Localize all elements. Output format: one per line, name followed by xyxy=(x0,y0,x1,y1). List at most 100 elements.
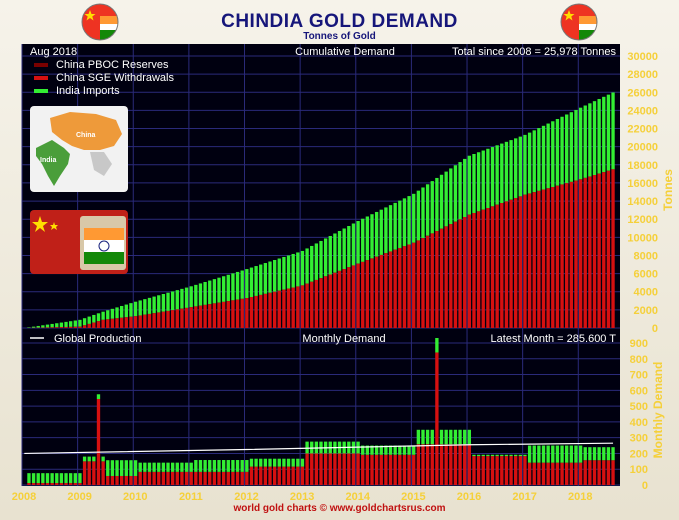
monthly-china-bar xyxy=(161,471,166,485)
cumulative-china-bar xyxy=(300,285,305,328)
cumulative-china-bar xyxy=(305,283,309,328)
cumulative-china-bar xyxy=(124,317,128,328)
cumulative-china-bar xyxy=(602,172,606,328)
cumulative-china-bar xyxy=(129,316,133,328)
monthly-india-bar xyxy=(430,429,434,445)
top-y-tick-label: 8000 xyxy=(634,250,658,262)
x-tick-label: 2011 xyxy=(179,491,203,503)
cumulative-india-bar xyxy=(328,235,332,275)
monthly-china-bar xyxy=(602,460,606,485)
cumulative-china-bar xyxy=(347,267,351,328)
monthly-india-bar xyxy=(124,460,128,476)
cumulative-india-bar xyxy=(486,148,490,209)
monthly-india-bar xyxy=(574,445,578,463)
cumulative-china-bar xyxy=(467,214,472,328)
monthly-india-bar xyxy=(476,454,481,457)
monthly-india-bar xyxy=(490,454,495,457)
bottom-y-tick-label: 600 xyxy=(630,385,648,397)
cumulative-china-bar xyxy=(184,307,189,328)
cumulative-india-bar xyxy=(170,291,175,311)
cumulative-india-bar xyxy=(64,321,68,327)
monthly-china-bar xyxy=(92,461,96,485)
monthly-india-bar xyxy=(546,445,550,463)
monthly-china-bar xyxy=(407,454,411,485)
cumulative-india-bar xyxy=(203,281,207,305)
cumulative-india-bar xyxy=(453,165,458,222)
monthly-china-bar xyxy=(458,444,462,485)
cumulative-india-bar xyxy=(337,230,342,271)
cumulative-india-bar xyxy=(272,260,277,292)
cumulative-india-bar xyxy=(45,324,50,328)
monthly-china-bar xyxy=(115,475,119,485)
cumulative-china-bar xyxy=(291,287,295,328)
cumulative-china-bar xyxy=(379,254,383,328)
monthly-india-bar xyxy=(82,456,87,462)
cumulative-china-bar xyxy=(486,208,490,328)
monthly-china-bar xyxy=(374,454,379,485)
monthly-china-bar xyxy=(217,471,221,485)
cumulative-china-bar xyxy=(259,294,263,328)
monthly-china-bar xyxy=(82,461,87,485)
monthly-india-bar xyxy=(69,473,73,484)
monthly-china-bar xyxy=(170,471,175,485)
top-y-tick-label: 0 xyxy=(652,323,658,335)
monthly-india-bar xyxy=(36,473,40,484)
monthly-china-bar xyxy=(73,483,77,485)
cumulative-india-bar xyxy=(509,140,513,200)
monthly-china-bar xyxy=(565,462,569,485)
monthly-india-bar xyxy=(486,454,490,457)
monthly-india-bar xyxy=(27,473,31,484)
monthly-china-bar xyxy=(472,456,476,485)
monthly-china-bar xyxy=(583,460,587,485)
map-label-china: China xyxy=(76,132,96,139)
cumulative-india-bar xyxy=(342,228,346,270)
cumulative-china-bar xyxy=(490,206,495,328)
monthly-china-bar xyxy=(198,471,203,485)
cumulative-india-bar xyxy=(546,123,550,189)
cumulative-china-bar xyxy=(138,315,142,328)
cumulative-india-bar xyxy=(402,198,407,247)
monthly-china-bar xyxy=(296,466,300,485)
cumulative-china-bar xyxy=(514,198,518,328)
monthly-india-bar xyxy=(101,456,105,462)
monthly-china-bar xyxy=(606,460,611,485)
monthly-india-bar xyxy=(73,473,77,484)
cumulative-india-bar xyxy=(560,116,564,185)
cumulative-india-bar xyxy=(500,143,504,204)
monthly-china-bar xyxy=(430,444,434,485)
monthly-china-bar xyxy=(50,483,54,485)
cumulative-india-bar xyxy=(541,125,546,190)
monthly-india-bar xyxy=(606,447,611,461)
cumulative-china-bar xyxy=(161,311,166,328)
monthly-china-bar xyxy=(189,471,193,485)
cumulative-india-bar xyxy=(384,207,388,254)
cumulative-india-bar xyxy=(333,233,337,273)
cumulative-india-bar xyxy=(602,96,606,173)
monthly-china-bar xyxy=(402,454,407,485)
cumulative-india-bar xyxy=(300,250,305,286)
cumulative-china-bar xyxy=(407,244,411,328)
monthly-china-bar xyxy=(323,453,328,485)
monthly-china-bar xyxy=(231,471,235,485)
monthly-china-bar xyxy=(495,456,499,485)
cumulative-china-bar xyxy=(356,263,360,328)
cumulative-china-bar xyxy=(55,327,59,328)
cumulative-india-bar xyxy=(504,141,509,202)
x-tick-label: 2018 xyxy=(568,491,592,503)
cumulative-china-bar xyxy=(101,319,105,328)
monthly-india-bar xyxy=(203,460,207,472)
cumulative-china-bar xyxy=(551,187,555,328)
monthly-india-bar xyxy=(189,462,193,472)
top-y-tick-label: 12000 xyxy=(627,214,658,226)
cumulative-india-bar xyxy=(606,94,611,171)
cumulative-china-bar xyxy=(286,288,291,328)
monthly-china-bar xyxy=(41,483,45,485)
monthly-china-bar xyxy=(416,444,421,485)
monthly-india-bar xyxy=(421,429,425,445)
cumulative-india-bar xyxy=(41,325,45,328)
monthly-india-bar xyxy=(463,429,467,445)
cumulative-china-bar xyxy=(565,183,569,328)
cumulative-india-bar xyxy=(412,193,416,243)
cumulative-india-bar xyxy=(31,326,36,328)
cumulative-china-bar xyxy=(463,217,467,328)
